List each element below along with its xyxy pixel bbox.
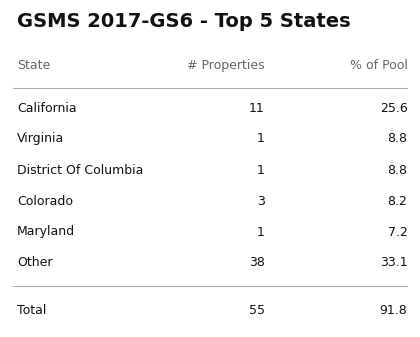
Text: 1: 1 bbox=[257, 132, 265, 146]
Text: 8.2: 8.2 bbox=[388, 194, 407, 208]
Text: Other: Other bbox=[17, 256, 52, 270]
Text: 11: 11 bbox=[249, 101, 265, 115]
Text: 3: 3 bbox=[257, 194, 265, 208]
Text: % of Pool: % of Pool bbox=[349, 59, 407, 72]
Text: 38: 38 bbox=[249, 256, 265, 270]
Text: 8.8: 8.8 bbox=[387, 163, 407, 177]
Text: Virginia: Virginia bbox=[17, 132, 64, 146]
Text: # Properties: # Properties bbox=[187, 59, 265, 72]
Text: 55: 55 bbox=[249, 304, 265, 316]
Text: 8.8: 8.8 bbox=[387, 132, 407, 146]
Text: 33.1: 33.1 bbox=[380, 256, 407, 270]
Text: State: State bbox=[17, 59, 50, 72]
Text: 1: 1 bbox=[257, 225, 265, 239]
Text: 1: 1 bbox=[257, 163, 265, 177]
Text: 25.6: 25.6 bbox=[380, 101, 407, 115]
Text: Colorado: Colorado bbox=[17, 194, 73, 208]
Text: GSMS 2017-GS6 - Top 5 States: GSMS 2017-GS6 - Top 5 States bbox=[17, 12, 350, 31]
Text: District Of Columbia: District Of Columbia bbox=[17, 163, 143, 177]
Text: 91.8: 91.8 bbox=[380, 304, 407, 316]
Text: 7.2: 7.2 bbox=[388, 225, 407, 239]
Text: Total: Total bbox=[17, 304, 46, 316]
Text: California: California bbox=[17, 101, 76, 115]
Text: Maryland: Maryland bbox=[17, 225, 75, 239]
